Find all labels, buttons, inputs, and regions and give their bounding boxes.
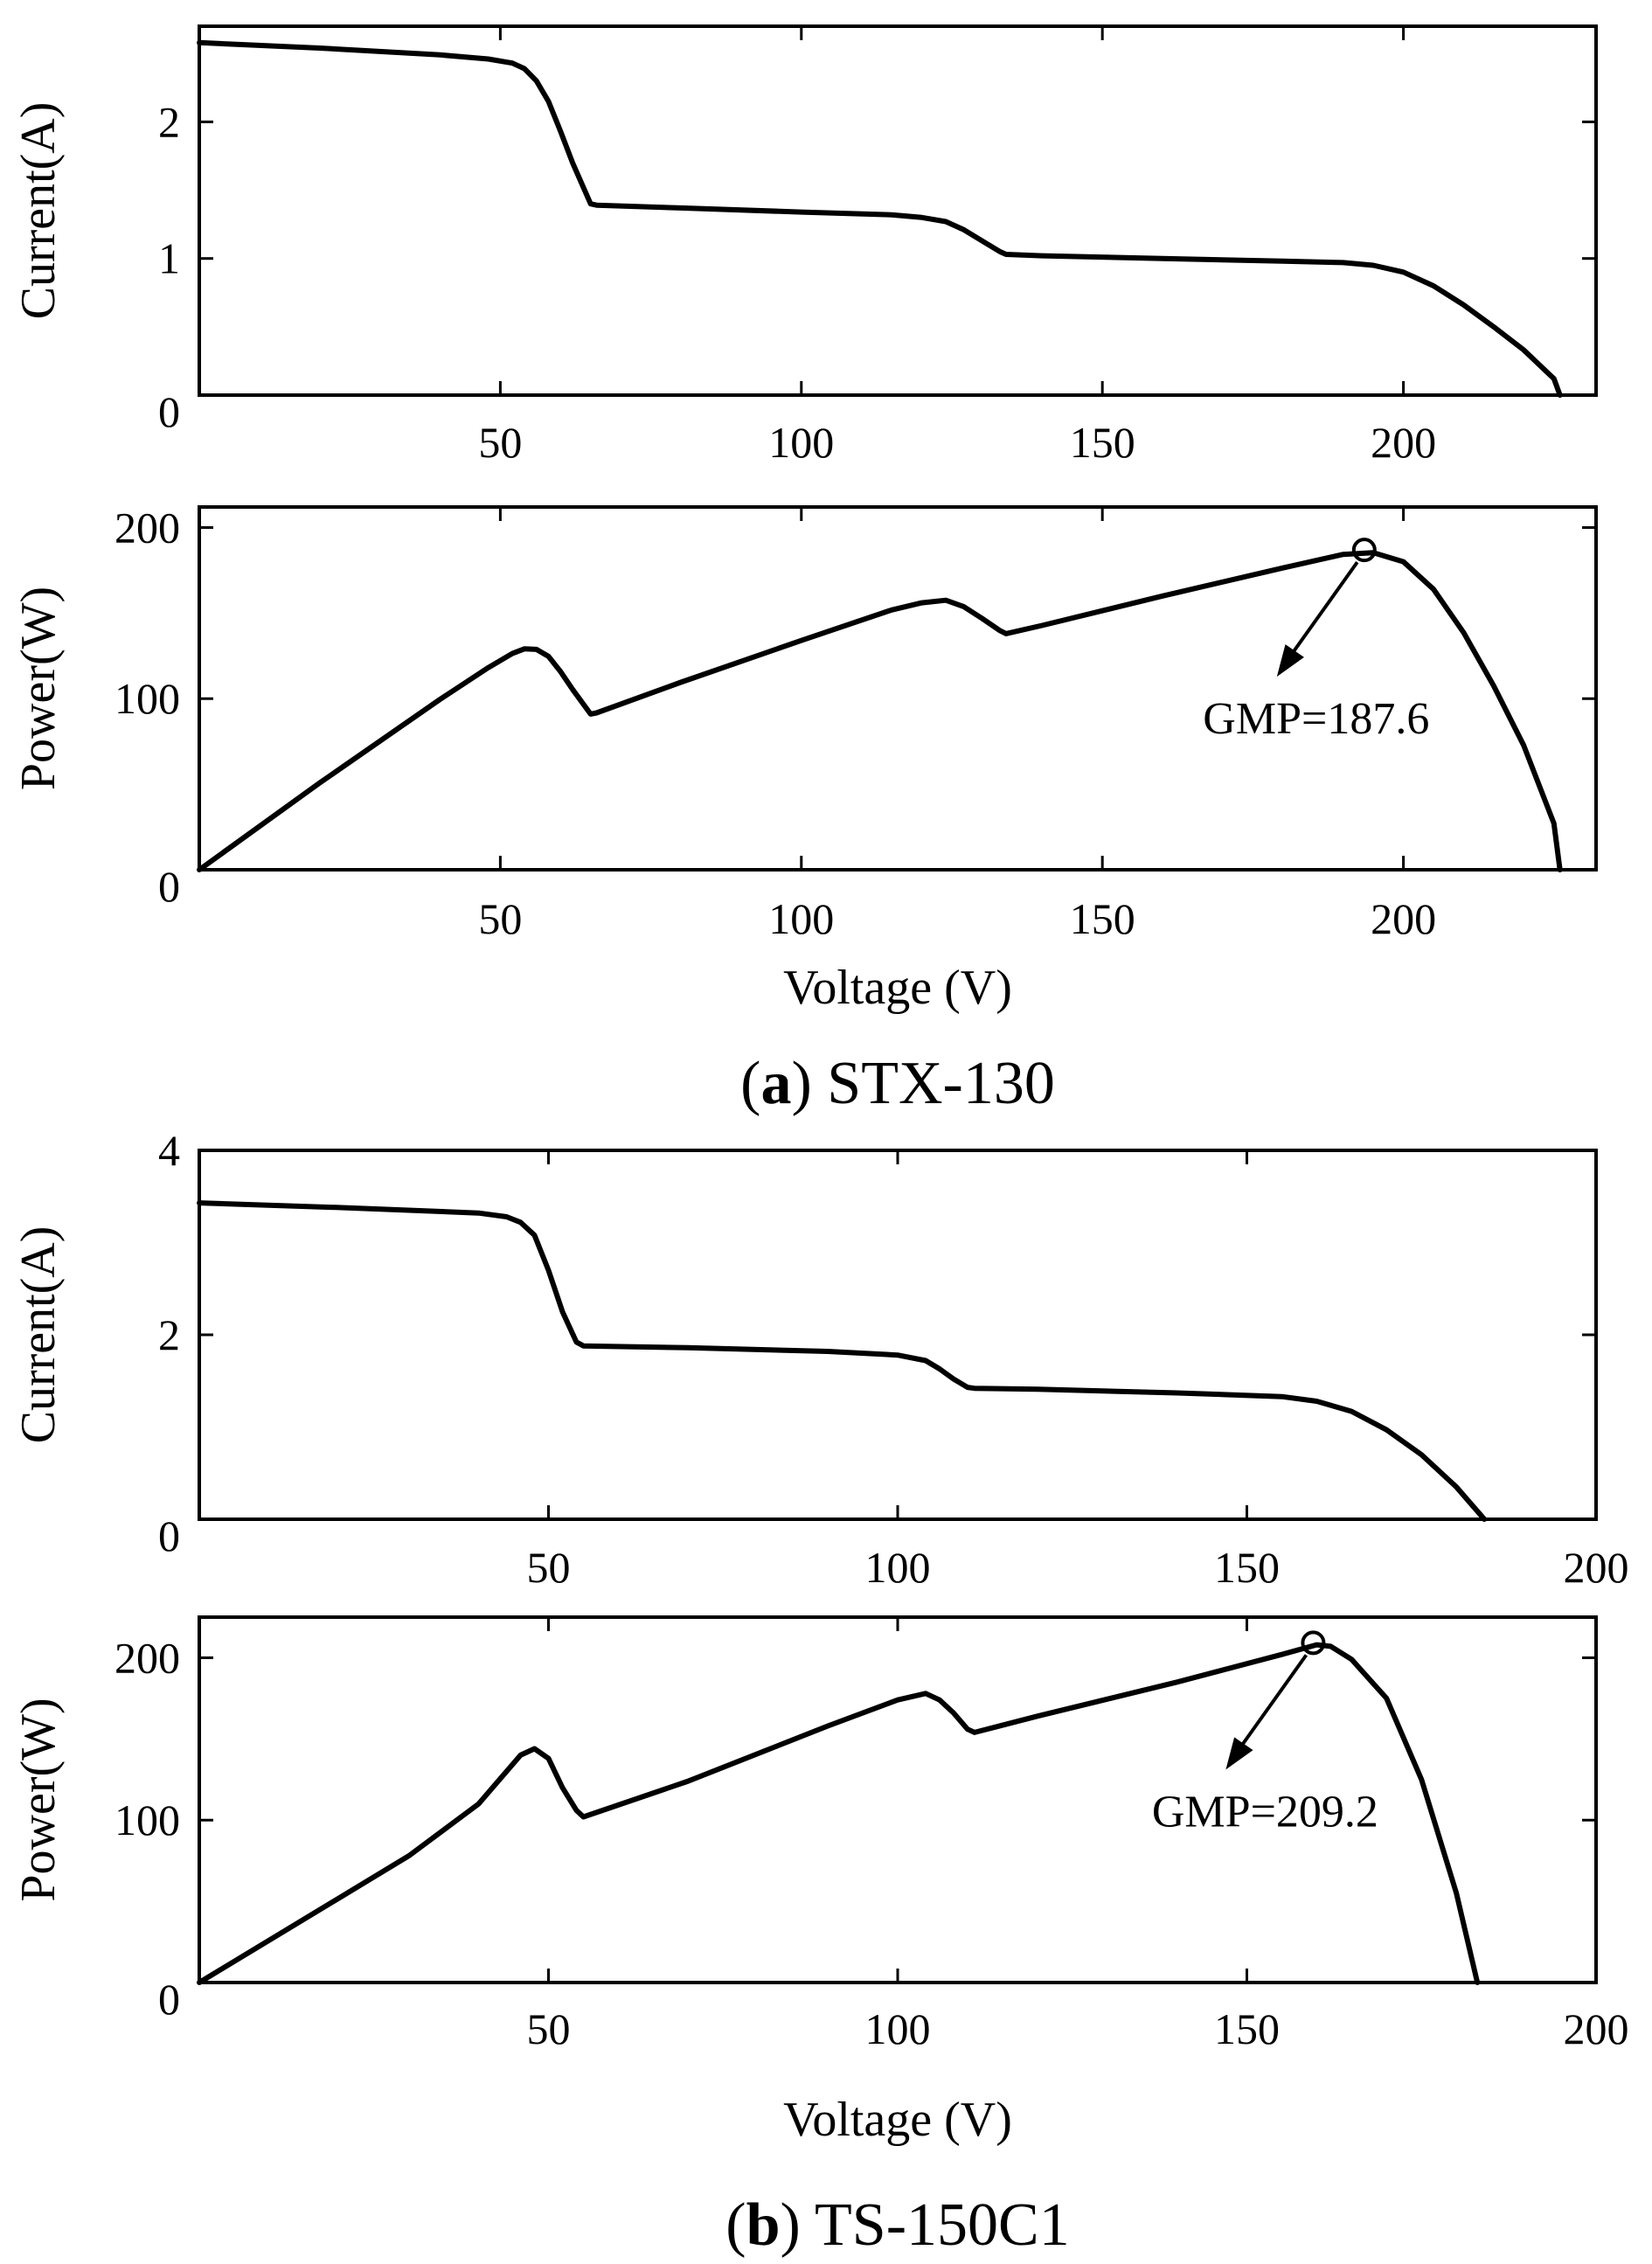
- a-power-y-axis-label: Power(W): [11, 587, 66, 790]
- a-x-axis-label: Voltage (V): [783, 961, 1012, 1015]
- a-caption-open-paren: (: [740, 1050, 760, 1117]
- a-power-y-tick-label: 200: [115, 503, 180, 552]
- b-caption: (b) TS-150C1: [725, 2191, 1070, 2259]
- a-power-x-tick-label: 50: [478, 894, 522, 943]
- a-caption-close-paren: ): [791, 1050, 827, 1117]
- b-current-y-axis-label: Current(A): [11, 1226, 66, 1444]
- b-power-gmp-arrowhead: [1225, 1737, 1253, 1770]
- a-current-y-axis-label: Current(A): [11, 102, 66, 320]
- a-power-axes-frame: [198, 505, 1598, 872]
- a-power-gmp-label: GMP=187.6: [1203, 694, 1429, 744]
- a-current-y-tick-label: 0: [158, 387, 180, 436]
- b-current-x-tick-label: 100: [865, 1543, 931, 1592]
- b-power-y-axis-label: Power(W): [11, 1698, 66, 1901]
- b-current-x-tick-label: 150: [1214, 1543, 1280, 1592]
- a-power-y-tick-label: 0: [158, 862, 180, 911]
- b-power-curve: [197, 1642, 1481, 1985]
- b-power-x-tick-label: 50: [527, 2004, 571, 2053]
- b-power-y-tick-label: 100: [115, 1795, 180, 1844]
- a-power-x-tick-label: 200: [1371, 894, 1436, 943]
- b-current-y-tick-label: 2: [158, 1310, 180, 1359]
- a-current-x-tick-label: 200: [1371, 418, 1436, 467]
- b-power-x-tick-label: 150: [1214, 2004, 1280, 2053]
- a-power-curve: [197, 550, 1563, 872]
- b-current-y-tick-label: 4: [158, 1126, 180, 1175]
- a-current-axes-frame: [198, 24, 1598, 397]
- b-caption-letter: b: [746, 2191, 781, 2259]
- a-caption-name: STX-130: [827, 1050, 1055, 1117]
- b-power-y-tick-label: 200: [115, 1633, 180, 1682]
- a-current-curve: [197, 39, 1563, 398]
- b-current-y-tick-label: 0: [158, 1511, 180, 1560]
- b-power-gmp-marker: [1301, 1630, 1326, 1656]
- b-power-y-tick-label: 0: [158, 1975, 180, 2024]
- a-current-x-tick-label: 150: [1070, 418, 1135, 467]
- a-power-gmp-arrowhead: [1276, 644, 1304, 677]
- a-caption-letter: a: [760, 1050, 791, 1117]
- b-caption-name: TS-150C1: [815, 2191, 1070, 2259]
- a-current-x-tick-label: 100: [768, 418, 834, 467]
- b-x-axis-label: Voltage (V): [783, 2093, 1012, 2147]
- b-caption-close-paren: ): [781, 2191, 816, 2259]
- a-caption: (a) STX-130: [740, 1050, 1055, 1117]
- a-power-x-tick-label: 100: [768, 894, 834, 943]
- b-power-axes-frame: [198, 1615, 1598, 1984]
- b-current-curve: [197, 1200, 1488, 1522]
- a-current-y-tick-label: 1: [158, 234, 180, 283]
- b-caption-open-paren: (: [725, 2191, 746, 2259]
- b-power-x-tick-label: 200: [1564, 2004, 1629, 2053]
- a-current-y-tick-label: 2: [158, 97, 180, 146]
- a-power-y-tick-label: 100: [115, 674, 180, 723]
- a-power-x-tick-label: 150: [1070, 894, 1135, 943]
- b-power-gmp-arrow-line: [1232, 1654, 1308, 1757]
- a-current-x-tick-label: 50: [478, 418, 522, 467]
- b-current-x-tick-label: 200: [1564, 1543, 1629, 1592]
- b-power-x-tick-label: 100: [865, 2004, 931, 2053]
- b-current-x-tick-label: 50: [527, 1543, 571, 1592]
- a-power-gmp-marker: [1351, 538, 1377, 563]
- a-power-gmp-arrow-line: [1284, 560, 1359, 664]
- b-power-gmp-label: GMP=209.2: [1152, 1787, 1378, 1837]
- b-current-axes-frame: [198, 1149, 1598, 1521]
